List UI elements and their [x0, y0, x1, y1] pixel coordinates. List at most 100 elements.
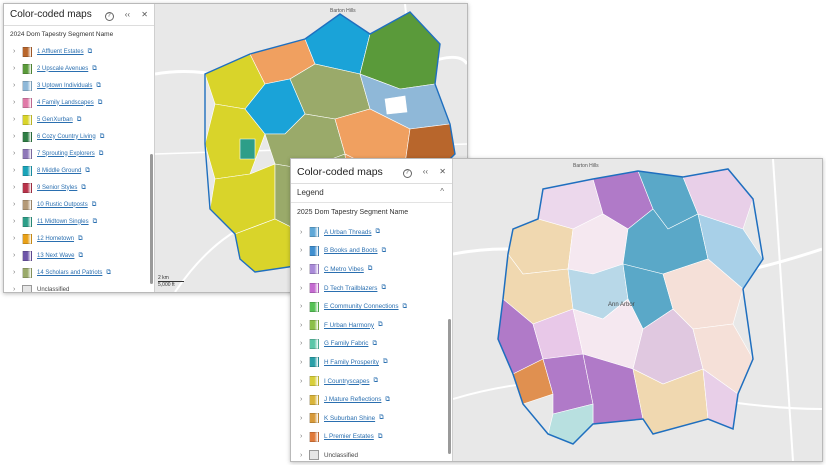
chevron-right-icon[interactable]: ›	[13, 99, 16, 106]
legend-item-label[interactable]: 9 Senior Styles	[37, 184, 78, 191]
legend-item[interactable]: › 13 Next Wave ⧉	[13, 247, 154, 264]
chevron-right-icon[interactable]: ›	[13, 269, 16, 276]
external-link-icon[interactable]: ⧉	[379, 414, 384, 422]
chevron-right-icon[interactable]: ›	[300, 358, 303, 366]
external-link-icon[interactable]: ⧉	[99, 132, 105, 140]
chevron-right-icon[interactable]: ›	[300, 321, 303, 329]
legend-item-unclassified[interactable]: › Unclassified	[13, 281, 154, 293]
external-link-icon[interactable]: ⧉	[367, 265, 373, 273]
legend-item[interactable]: › H Family Prosperity ⧉	[300, 353, 452, 372]
chevron-right-icon[interactable]: ›	[300, 451, 303, 459]
chevron-right-icon[interactable]: ›	[13, 150, 16, 157]
legend-item[interactable]: › I Countryscapes ⧉	[300, 372, 452, 391]
legend-item-label[interactable]: 12 Hometown	[37, 235, 75, 242]
legend-item-label[interactable]: A Urban Threads	[324, 228, 372, 236]
legend-item-label[interactable]: F Urban Harmony	[324, 321, 375, 329]
external-link-icon[interactable]: ⧉	[96, 81, 102, 89]
chevron-right-icon[interactable]: ›	[13, 252, 16, 259]
external-link-icon[interactable]: ⧉	[385, 395, 391, 403]
legend-item-label[interactable]: C Metro Vibes	[324, 265, 364, 273]
external-link-icon[interactable]: ⧉	[382, 358, 388, 366]
external-link-icon[interactable]: ⧉	[381, 284, 387, 292]
external-link-icon[interactable]: ⧉	[91, 200, 97, 208]
legend-item-label[interactable]: 10 Rustic Outposts	[37, 201, 88, 208]
chevron-right-icon[interactable]: ›	[13, 235, 16, 242]
external-link-icon[interactable]: ⧉	[98, 149, 104, 157]
chevron-right-icon[interactable]: ›	[13, 65, 16, 72]
legend-item[interactable]: › 2 Upscale Avenues ⧉	[13, 60, 154, 77]
chevron-right-icon[interactable]: ›	[300, 396, 303, 404]
external-link-icon[interactable]: ⧉	[375, 228, 381, 236]
legend-item[interactable]: › F Urban Harmony ⧉	[300, 316, 452, 335]
external-link-icon[interactable]: ⧉	[377, 432, 383, 440]
external-link-icon[interactable]: ⧉	[92, 64, 97, 72]
chevron-right-icon[interactable]: ›	[300, 228, 303, 236]
external-link-icon[interactable]: ⧉	[87, 47, 93, 55]
external-link-icon[interactable]: ⧉	[85, 166, 91, 174]
help-icon[interactable]: ?	[104, 12, 114, 21]
legend-item[interactable]: › 3 Uptown Individuals ⧉	[13, 77, 154, 94]
external-link-icon[interactable]: ⧉	[92, 217, 98, 225]
legend-item[interactable]: › 11 Midtown Singles ⧉	[13, 213, 154, 230]
chevron-right-icon[interactable]: ›	[13, 218, 16, 225]
legend-item-unclassified[interactable]: › Unclassified	[300, 446, 452, 461]
collapse-icon[interactable]: ‹‹	[124, 10, 131, 19]
chevron-right-icon[interactable]: ›	[13, 133, 16, 140]
external-link-icon[interactable]: ⧉	[378, 321, 383, 329]
chevron-right-icon[interactable]: ›	[300, 377, 303, 385]
chevron-right-icon[interactable]: ›	[13, 82, 16, 89]
close-icon[interactable]: ✕	[141, 10, 148, 19]
collapse-icon[interactable]: ‹‹	[422, 167, 429, 176]
chevron-right-icon[interactable]: ›	[300, 414, 303, 422]
external-link-icon[interactable]: ⧉	[106, 268, 112, 276]
legend-item-label[interactable]: I Countryscapes	[324, 377, 370, 385]
legend-item[interactable]: › L Premier Estates ⧉	[300, 428, 452, 447]
help-icon[interactable]: ?	[402, 169, 412, 178]
legend-item[interactable]: › 12 Hometown ⧉	[13, 230, 154, 247]
external-link-icon[interactable]: ⧉	[402, 302, 408, 310]
legend-item-label[interactable]: D Tech Trailblazers	[324, 284, 378, 292]
legend-section-header[interactable]: Legend ^	[291, 184, 452, 203]
legend-item-label[interactable]: G Family Fabric	[324, 340, 369, 348]
legend-item-label[interactable]: B Books and Boots	[324, 247, 378, 255]
legend-item[interactable]: › 14 Scholars and Patriots ⧉	[13, 264, 154, 281]
chevron-right-icon[interactable]: ›	[13, 286, 16, 293]
chevron-right-icon[interactable]: ›	[300, 284, 303, 292]
legend-item[interactable]: › A Urban Threads ⧉	[300, 223, 452, 242]
legend-item-label[interactable]: 8 Middle Ground	[37, 167, 82, 174]
external-link-icon[interactable]: ⧉	[381, 246, 387, 254]
chevron-right-icon[interactable]: ›	[13, 116, 16, 123]
legend-item[interactable]: › D Tech Trailblazers ⧉	[300, 279, 452, 298]
chevron-up-icon[interactable]: ^	[440, 187, 444, 196]
legend-item-label[interactable]: 6 Cozy Country Living	[37, 133, 96, 140]
legend-item-label[interactable]: J Mature Reflections	[324, 396, 382, 404]
external-link-icon[interactable]: ⧉	[78, 251, 84, 259]
chevron-right-icon[interactable]: ›	[300, 303, 303, 311]
legend-item[interactable]: › 8 Middle Ground ⧉	[13, 162, 154, 179]
external-link-icon[interactable]: ⧉	[76, 115, 82, 123]
map-view[interactable]: Barton Hills Ann Arbor	[453, 159, 822, 461]
legend-item[interactable]: › 1 Affluent Estates ⧉	[13, 43, 154, 60]
legend-item-label[interactable]: 5 GenXurban	[37, 116, 73, 123]
legend-item[interactable]: › 5 GenXurban ⧉	[13, 111, 154, 128]
legend-item-label[interactable]: E Community Connections	[324, 303, 399, 311]
external-link-icon[interactable]: ⧉	[372, 339, 378, 347]
legend-item-label[interactable]: 11 Midtown Singles	[37, 218, 89, 225]
legend-item[interactable]: › E Community Connections ⧉	[300, 297, 452, 316]
map-canvas[interactable]: Barton Hills Ann Arbor	[453, 159, 822, 461]
external-link-icon[interactable]: ⧉	[81, 183, 87, 191]
legend-item[interactable]: › 4 Family Landscapes ⧉	[13, 94, 154, 111]
chevron-right-icon[interactable]: ›	[300, 433, 303, 441]
legend-item[interactable]: › J Mature Reflections ⧉	[300, 390, 452, 409]
scrollbar[interactable]	[448, 319, 451, 454]
legend-item[interactable]: › G Family Fabric ⧉	[300, 335, 452, 354]
chevron-right-icon[interactable]: ›	[13, 48, 16, 55]
scrollbar[interactable]	[150, 154, 153, 284]
external-link-icon[interactable]: ⧉	[373, 377, 379, 385]
chevron-right-icon[interactable]: ›	[300, 265, 303, 273]
close-icon[interactable]: ✕	[439, 167, 446, 176]
chevron-right-icon[interactable]: ›	[300, 340, 303, 348]
legend-item-label[interactable]: 3 Uptown Individuals	[37, 82, 93, 89]
legend-item[interactable]: › 10 Rustic Outposts ⧉	[13, 196, 154, 213]
chevron-right-icon[interactable]: ›	[13, 167, 16, 174]
